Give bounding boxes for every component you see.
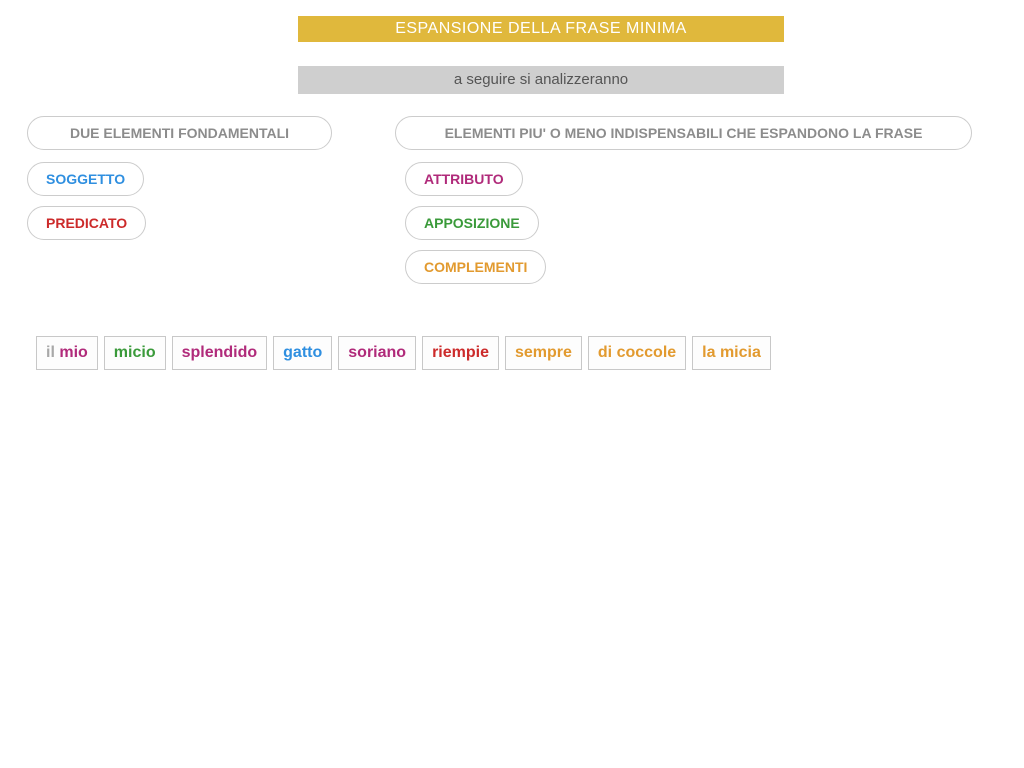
token-segment: splendido xyxy=(182,344,258,361)
sentence-token: soriano xyxy=(338,336,416,370)
right-item-pill: COMPLEMENTI xyxy=(405,250,546,284)
right-item-pill: APPOSIZIONE xyxy=(405,206,539,240)
sentence-token: micio xyxy=(104,336,166,370)
slide-subtitle-text: a seguire si analizzeranno xyxy=(454,71,628,88)
sentence-token: sempre xyxy=(505,336,582,370)
token-segment: soriano xyxy=(348,344,406,361)
sentence-token: il mio xyxy=(36,336,98,370)
slide-title: ESPANSIONE DELLA FRASE MINIMA xyxy=(298,16,784,42)
token-segment: mio xyxy=(59,344,87,361)
right-header-text: ELEMENTI PIU' O MENO INDISPENSABILI CHE … xyxy=(445,125,923,141)
right-item-pill: ATTRIBUTO xyxy=(405,162,523,196)
token-segment: micio xyxy=(114,344,156,361)
sentence-token: gatto xyxy=(273,336,332,370)
left-item-pill: SOGGETTO xyxy=(27,162,144,196)
left-header-pill: DUE ELEMENTI FONDAMENTALI xyxy=(27,116,332,150)
sentence-token: di coccole xyxy=(588,336,686,370)
slide-canvas: ESPANSIONE DELLA FRASE MINIMA a seguire … xyxy=(0,0,1024,768)
sentence-row: il mio micio splendido gatto soriano riempie s… xyxy=(36,336,771,370)
token-segment: gatto xyxy=(283,344,322,361)
token-segment: la micia xyxy=(702,344,761,361)
left-header-text: DUE ELEMENTI FONDAMENTALI xyxy=(70,125,289,141)
slide-subtitle: a seguire si analizzeranno xyxy=(298,66,784,94)
token-segment: sempre xyxy=(515,344,572,361)
token-segment: riempie xyxy=(432,344,489,361)
slide-title-text: ESPANSIONE DELLA FRASE MINIMA xyxy=(395,20,687,37)
sentence-token: riempie xyxy=(422,336,499,370)
sentence-token: splendido xyxy=(172,336,268,370)
sentence-token: la micia xyxy=(692,336,771,370)
left-item-pill: PREDICATO xyxy=(27,206,146,240)
right-header-pill: ELEMENTI PIU' O MENO INDISPENSABILI CHE … xyxy=(395,116,972,150)
token-segment: di coccole xyxy=(598,344,676,361)
token-segment: il xyxy=(46,344,59,361)
